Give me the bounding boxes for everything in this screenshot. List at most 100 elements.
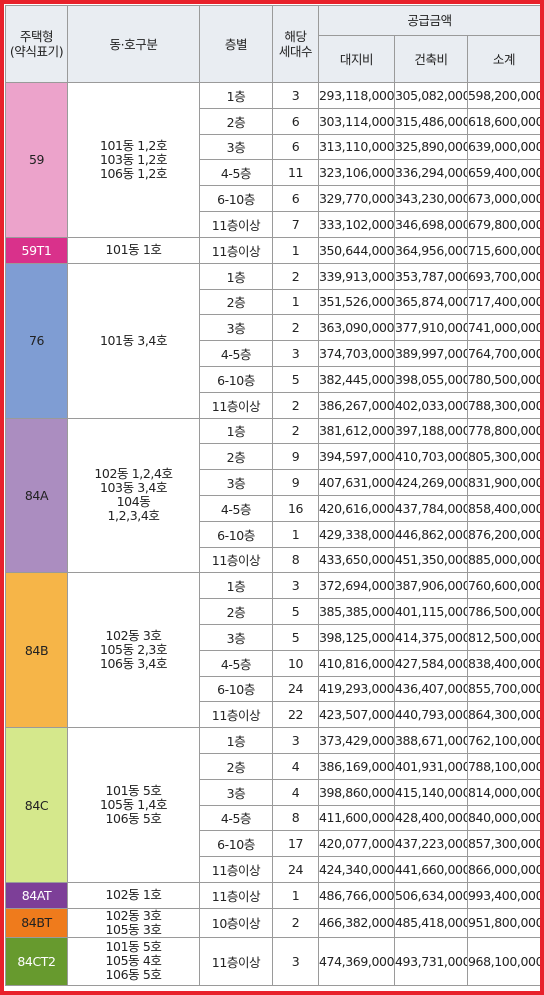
building-price: 325,890,000 xyxy=(394,133,468,161)
floor-cell: 11층이상 xyxy=(199,391,273,419)
header-text: 주택형 xyxy=(19,29,54,44)
building-price: 451,350,000 xyxy=(394,546,468,574)
land-price: 386,169,000 xyxy=(318,752,395,780)
building-price: 440,793,000 xyxy=(394,701,468,729)
dong-line: 106동 5호 xyxy=(105,811,162,827)
total-price: 786,500,000 xyxy=(466,598,540,625)
table-row: 6-10층 6 329,770,000 343,230,000 673,000,000 xyxy=(6,185,540,212)
units-cell: 3 xyxy=(272,572,319,600)
floor-cell: 1층 xyxy=(199,82,273,109)
land-price: 386,267,000 xyxy=(318,391,395,419)
total-price: 838,400,000 xyxy=(466,649,540,677)
units-cell: 3 xyxy=(272,727,319,754)
floor-cell: 6-10층 xyxy=(199,675,273,703)
table-row: 2층 9 394,597,000 410,703,000 805,300,000 xyxy=(6,443,540,471)
total-price: 993,400,000 xyxy=(466,881,540,909)
table-row: 84BT 102동 3호 105동 3호 10층이상 2 466,382,000 485,4… xyxy=(5,907,540,938)
total-price: 788,100,000 xyxy=(466,752,540,780)
building-price: 424,269,000 xyxy=(394,469,468,496)
land-price: 429,338,000 xyxy=(318,520,395,548)
building-price: 485,418,000 xyxy=(394,907,468,938)
floor-cell: 6-10층 xyxy=(199,185,273,212)
units-cell: 2 xyxy=(272,391,319,419)
total-price: 639,000,000 xyxy=(466,133,540,161)
land-price: 374,703,000 xyxy=(318,340,395,367)
total-price: 788,300,000 xyxy=(466,391,540,419)
header-text: 해당 xyxy=(284,29,307,44)
land-price: 398,860,000 xyxy=(318,778,395,806)
floor-cell: 6-10층 xyxy=(199,365,273,393)
floor-cell: 3층 xyxy=(199,133,273,161)
land-price: 329,770,000 xyxy=(318,185,395,212)
land-price: 323,106,000 xyxy=(318,159,395,187)
floor-cell: 6-10층 xyxy=(199,520,273,548)
building-price: 305,082,000 xyxy=(394,82,468,109)
dong-line: 1,2,3,4호 xyxy=(107,508,160,524)
table-row: 2층 4 386,169,000 401,931,000 788,100,000 xyxy=(6,752,540,780)
floor-cell: 4-5층 xyxy=(199,340,273,367)
floor-cell: 11층이상 xyxy=(199,936,273,986)
units-cell: 2 xyxy=(272,262,319,290)
dong-line: 105동 1,4호 xyxy=(99,797,168,813)
land-price: 351,526,000 xyxy=(318,288,395,316)
building-price: 402,033,000 xyxy=(394,391,468,419)
header-cell: 건축비 xyxy=(394,35,468,83)
units-cell: 1 xyxy=(272,288,319,316)
land-price: 424,340,000 xyxy=(318,856,395,883)
floor-cell: 11층이상 xyxy=(199,856,273,883)
table-row: 84B 102동 3호 105동 2,3호 106동 3,4호 1층 3 372,694,0… xyxy=(5,572,540,729)
building-price: 437,223,000 xyxy=(394,830,468,858)
units-cell: 1 xyxy=(272,520,319,548)
building-price: 377,910,000 xyxy=(394,314,468,342)
land-price: 411,600,000 xyxy=(318,804,395,832)
total-price: 812,500,000 xyxy=(466,623,540,651)
units-cell: 5 xyxy=(272,365,319,393)
total-price: 855,700,000 xyxy=(466,675,540,703)
type-cell: 76 xyxy=(5,262,68,419)
dong-cell: 101동 3,4호 xyxy=(67,262,200,419)
dong-line: 105동 3호 xyxy=(105,921,162,937)
total-price: 805,300,000 xyxy=(466,443,540,471)
total-price: 659,400,000 xyxy=(466,159,540,187)
building-price: 427,584,000 xyxy=(394,649,468,677)
total-price: 673,000,000 xyxy=(466,185,540,212)
floor-cell: 11층이상 xyxy=(199,701,273,729)
table-row: 11층이상 22 423,507,000 440,793,000 864,300,000 xyxy=(6,701,540,729)
table-row: 4-5층 8 411,600,000 428,400,000 840,000,000 xyxy=(6,804,540,832)
floor-cell: 4-5층 xyxy=(199,649,273,677)
units-cell: 3 xyxy=(272,936,319,986)
total-price: 831,900,000 xyxy=(466,469,540,496)
building-price: 398,055,000 xyxy=(394,365,468,393)
dong-line: 106동 5호 xyxy=(105,967,162,983)
land-price: 385,385,000 xyxy=(318,598,395,625)
header-text: 세대수 xyxy=(278,44,313,59)
dong-line: 103동 1,2호 xyxy=(99,151,168,167)
floor-cell: 2층 xyxy=(199,443,273,471)
total-price: 951,800,000 xyxy=(466,907,540,938)
total-price: 762,100,000 xyxy=(466,727,540,754)
land-price: 313,110,000 xyxy=(318,133,395,161)
price-table: 주택형 (약식표기) 동·호구분 층별 해당 세대수 공급금액 대지비 건축비 소계… xyxy=(5,5,540,986)
dong-cell: 102동 1,2,4호 103동 3,4호 104동 1,2,3,4호 xyxy=(67,417,200,574)
units-cell: 8 xyxy=(272,804,319,832)
land-price: 420,616,000 xyxy=(318,494,395,522)
dong-cell: 102동 1호 xyxy=(67,881,200,909)
header-cell: 소계 xyxy=(466,35,540,83)
units-cell: 3 xyxy=(272,82,319,109)
dong-line: 101동 3,4호 xyxy=(99,332,168,348)
floor-cell: 3층 xyxy=(199,623,273,651)
floor-cell: 3층 xyxy=(199,314,273,342)
units-cell: 6 xyxy=(272,133,319,161)
dong-line: 103동 3,4호 xyxy=(99,480,168,496)
building-price: 410,703,000 xyxy=(394,443,468,471)
land-price: 363,090,000 xyxy=(318,314,395,342)
header-cell: 주택형 (약식표기) xyxy=(5,5,68,83)
type-cell: 59 xyxy=(5,82,68,238)
building-price: 446,862,000 xyxy=(394,520,468,548)
dong-cell: 102동 3호 105동 2,3호 106동 3,4호 xyxy=(67,572,200,729)
land-price: 372,694,000 xyxy=(318,572,395,600)
units-cell: 22 xyxy=(272,701,319,729)
units-cell: 9 xyxy=(272,469,319,496)
table-row: 2층 5 385,385,000 401,115,000 786,500,000 xyxy=(6,598,540,625)
